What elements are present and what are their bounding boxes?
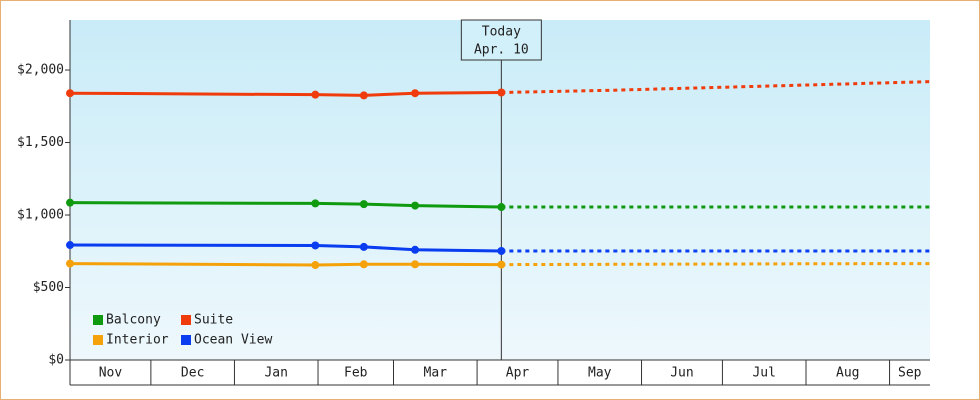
legend-label: Suite — [194, 313, 233, 328]
point — [359, 91, 368, 100]
x-tick-label: Mar — [424, 366, 448, 381]
legend-swatch — [181, 335, 191, 345]
point — [66, 259, 74, 268]
y-tick-label: $1,500 — [17, 135, 64, 150]
point — [411, 260, 420, 269]
point — [359, 242, 368, 251]
series-line — [69, 262, 502, 267]
legend-label: Interior — [106, 333, 169, 348]
today-label: Apr. 10 — [474, 43, 529, 58]
x-tick-label: Sep — [898, 366, 922, 381]
point — [311, 90, 320, 99]
x-tick-label: May — [588, 366, 612, 381]
point — [311, 241, 320, 250]
x-tick-label: Jun — [670, 366, 693, 381]
legend-swatch — [181, 315, 191, 325]
point — [411, 245, 420, 254]
x-tick-label: Feb — [344, 366, 368, 381]
point — [311, 261, 320, 270]
today-label: Today — [482, 25, 521, 40]
point — [497, 88, 506, 97]
x-tick-label: Apr — [506, 366, 530, 381]
legend-label: Balcony — [106, 313, 161, 328]
x-tick-label: Dec — [181, 366, 204, 381]
y-tick-label: $0 — [48, 353, 64, 368]
x-tick-label: Aug — [836, 366, 859, 381]
point — [497, 246, 506, 255]
y-tick-label: $2,000 — [17, 63, 64, 78]
point — [497, 203, 506, 212]
y-tick-label: $1,000 — [17, 208, 64, 223]
point — [66, 198, 74, 207]
x-tick-label: Jan — [264, 366, 287, 381]
x-tick-label: Nov — [99, 366, 123, 381]
point — [66, 241, 74, 250]
point — [359, 200, 368, 209]
plot-area — [70, 20, 930, 360]
point — [66, 89, 74, 98]
today-box — [460, 19, 542, 61]
point — [411, 201, 420, 210]
point — [311, 199, 320, 208]
x-tick-label: Jul — [752, 366, 775, 381]
point — [359, 260, 368, 269]
legend-swatch — [93, 335, 103, 345]
legend-swatch — [93, 315, 103, 325]
legend-label: Ocean View — [194, 333, 272, 348]
point — [411, 89, 420, 98]
point — [497, 260, 506, 269]
y-tick-label: $500 — [33, 280, 64, 295]
